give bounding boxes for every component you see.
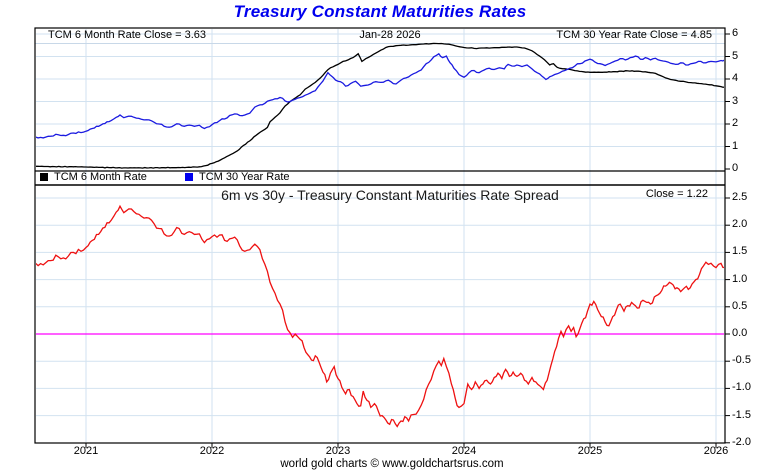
legend-item-thirty-year: TCM 30 Year Rate xyxy=(185,171,290,183)
six-month-legend-swatch-icon xyxy=(40,173,48,181)
footer-attribution: world gold charts © www.goldchartsrus.co… xyxy=(280,458,504,470)
legend-item-six-month: TCM 6 Month Rate xyxy=(40,171,147,183)
rate-ytick-label: 5 xyxy=(732,49,739,62)
year-xtick-label: 2022 xyxy=(199,445,225,457)
spread-close-label: Close = 1.22 xyxy=(645,188,708,200)
rate-ytick-label: 2 xyxy=(732,117,739,129)
spread-ytick-label: -0.5 xyxy=(732,354,751,367)
spread-ytick-label: 2.5 xyxy=(732,191,748,203)
spread-ytick-label: 1.5 xyxy=(732,245,748,258)
spread-ytick-label: 1.0 xyxy=(732,272,748,285)
rate-ytick-label: 6 xyxy=(732,27,739,39)
six-month-close-label: TCM 6 Month Rate Close = 3.63 xyxy=(48,29,207,41)
thirty-year-close-label: TCM 30 Year Rate Close = 4.85 xyxy=(556,29,712,41)
chart-title: Treasury Constant Maturities Rates xyxy=(233,2,527,21)
spread-line xyxy=(36,204,724,428)
thirty-year-legend-swatch-icon xyxy=(185,173,193,181)
rate-ytick-label: 1 xyxy=(732,139,739,152)
rate-ytick-label: 4 xyxy=(732,72,739,84)
chart-border xyxy=(34,27,726,444)
year-xtick-label: 2024 xyxy=(451,445,477,457)
spread-ytick-label: 0.0 xyxy=(732,327,748,339)
thirty-year-legend-label: TCM 30 Year Rate xyxy=(199,171,290,183)
six-month-legend-label: TCM 6 Month Rate xyxy=(54,171,147,183)
year-xtick-label: 2025 xyxy=(577,445,603,457)
year-xtick-label: 2026 xyxy=(703,445,729,457)
year-xtick-label: 2021 xyxy=(73,445,99,457)
thirty-year-rate-line xyxy=(36,52,724,139)
spread-panel-title: 6m vs 30y - Treasury Constant Maturities… xyxy=(221,187,559,203)
spread-ytick-label: -1.0 xyxy=(732,381,751,394)
spread-ytick-label: -2.0 xyxy=(732,435,751,448)
year-xtick-label: 2023 xyxy=(325,445,351,457)
date-label: Jan-28 2026 xyxy=(359,29,421,41)
spread-ytick-label: -1.5 xyxy=(732,408,751,421)
spread-ytick-label: 0.5 xyxy=(732,299,748,312)
spread-ytick-label: 2.0 xyxy=(732,218,748,231)
rate-ytick-label: 0 xyxy=(732,162,739,174)
six-month-rate-line xyxy=(36,42,724,169)
rate-ytick-label: 3 xyxy=(732,94,739,107)
